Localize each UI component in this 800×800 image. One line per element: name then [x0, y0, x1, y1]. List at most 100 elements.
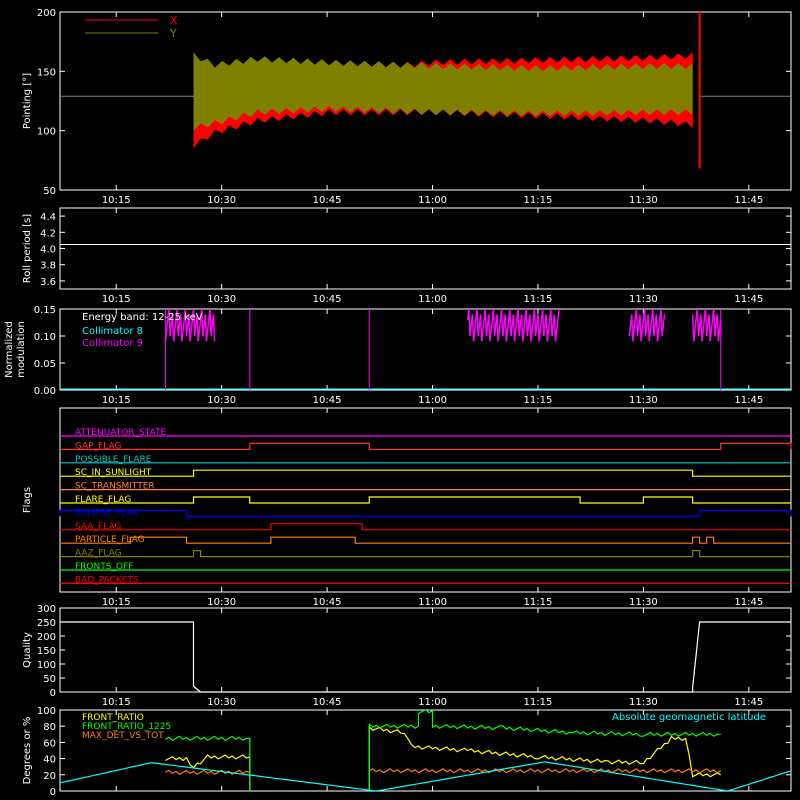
y-tick-label: 60	[43, 738, 56, 749]
collimator-9-burst	[466, 309, 560, 342]
series-line-max-det-vs-tot	[165, 769, 250, 776]
legend-label-collimator: Collimator 8	[82, 326, 143, 337]
series-line-front-ratio	[165, 754, 251, 791]
time-tick-label: 10:30	[207, 395, 236, 406]
collimator-9-burst	[164, 309, 216, 342]
series-line-max-det-vs-tot	[369, 768, 721, 774]
time-tick-label: 10:15	[102, 697, 131, 708]
y-tick-label: 100	[37, 127, 56, 138]
time-tick-label: 10:15	[102, 395, 131, 406]
y-tick-label: 100	[37, 660, 56, 671]
time-tick-label: 11:15	[524, 697, 553, 708]
y-tick-label: 150	[37, 646, 56, 657]
y-tick-label: 100	[37, 706, 56, 717]
panel-frame	[59, 607, 792, 693]
time-tick-label: 10:30	[207, 294, 236, 305]
legend-label-max-det-vs-tot: MAX_DET_VS_TOT	[82, 731, 164, 741]
panel-frame	[59, 207, 792, 290]
y-tick-label: 80	[43, 722, 56, 733]
time-tick-label: 11:15	[524, 395, 553, 406]
time-tick-label: 11:00	[418, 597, 447, 608]
flag-label-fronts-off: FRONTS_OFF	[75, 562, 133, 572]
flag-label-sc-transmitter: SC_TRANSMITTER	[75, 482, 155, 492]
y-axis-label: Pointing [°]	[22, 73, 33, 129]
time-tick-label: 10:30	[207, 195, 236, 206]
flag-trace-eclipse-flag	[59, 509, 792, 518]
panel-frame	[59, 407, 792, 593]
flag-trace-aaz-flag	[60, 549, 791, 558]
panel-frame	[59, 11, 792, 191]
time-tick-label: 11:00	[418, 195, 447, 206]
flag-trace-saa-flag	[60, 523, 791, 531]
y-tick-label: 250	[37, 618, 56, 629]
y-axis-label: Roll period [s]	[22, 214, 33, 283]
time-tick-label: 10:45	[313, 395, 342, 406]
flag-trace-particle-flag	[60, 536, 791, 544]
legend-label-front-ratio: FRONT_RATIO	[82, 713, 144, 723]
panel-6: 0 20 40 60 80 100 Degrees or % FRONT_RATIOFRONT…	[22, 706, 792, 798]
legend-label-geomagnetic-latitude: Absolute geomagnetic latitude	[612, 712, 766, 723]
y-tick-label: 0	[50, 688, 56, 699]
panel-4: 10:15 10:30 10:45 11:00 11:15 11:30 11:45 Flags…	[22, 407, 792, 608]
flag-label-possible-flare: POSSIBLE_FLARE	[75, 455, 152, 465]
time-tick-label: 10:45	[313, 697, 342, 708]
time-tick-label: 11:45	[734, 395, 763, 406]
panel-5: 10:15 10:30 10:45 11:00 11:15 11:30 11:45 0 50 10…	[22, 604, 792, 708]
flag-label-aaz-flag: AAZ_FLAG	[75, 549, 122, 559]
series-line-front-ratio	[368, 725, 721, 791]
y-tick-label: 50	[43, 674, 56, 685]
time-tick-label: 11:00	[418, 395, 447, 406]
time-tick-label: 11:30	[629, 597, 658, 608]
y-tick-label: 3.8	[40, 261, 56, 272]
pointing-band-y	[193, 52, 693, 131]
y-axis-label: modulation	[16, 321, 27, 378]
y-tick-label: 4.0	[40, 245, 56, 256]
y-tick-label: 0	[50, 787, 56, 798]
legend-label-collimator: Collimator 9	[82, 338, 143, 349]
y-tick-label: 20	[43, 771, 56, 782]
y-tick-label: 4.4	[40, 212, 56, 223]
time-tick-label: 10:15	[102, 195, 131, 206]
legend-label-y: Y	[169, 27, 177, 40]
time-tick-label: 11:30	[629, 395, 658, 406]
time-tick-label: 10:15	[102, 294, 131, 305]
y-tick-label: 200	[37, 8, 56, 19]
y-tick-label: 300	[37, 604, 56, 615]
time-tick-label: 11:30	[629, 697, 658, 708]
flag-label-attenuator-state: ATTENUATOR_STATE	[75, 428, 167, 438]
time-tick-label: 11:15	[524, 294, 553, 305]
flag-label-particle-flag: PARTICLE_FLAG	[75, 535, 145, 545]
flag-label-flare-flag: FLARE_FLAG	[75, 495, 131, 505]
time-tick-label: 11:30	[629, 195, 658, 206]
time-tick-label: 10:45	[313, 195, 342, 206]
time-tick-label: 11:45	[734, 597, 763, 608]
panel-1: 10:15 10:30 10:45 11:00 11:15 11:30 11:45 50 100…	[22, 8, 792, 206]
flag-label-sc-in-sunlight: SC_IN_SUNLIGHT	[75, 468, 152, 478]
time-tick-label: 11:15	[524, 597, 553, 608]
time-tick-label: 11:45	[734, 294, 763, 305]
y-tick-label: 200	[37, 632, 56, 643]
panel-frame	[59, 308, 792, 391]
quality-line	[60, 621, 791, 693]
flag-trace-gap-flag	[60, 442, 792, 450]
series-line-absolute-geomagnetic-latitude	[60, 761, 791, 791]
time-tick-label: 10:30	[207, 597, 236, 608]
y-tick-label: 0.00	[34, 386, 56, 397]
panel-2: 10:15 10:30 10:45 11:00 11:15 11:30 11:45 3.6 3.…	[22, 207, 792, 305]
time-tick-label: 11:00	[418, 697, 447, 708]
y-tick-label: 50	[43, 186, 56, 197]
y-axis-label: Normalized	[4, 321, 15, 378]
time-tick-label: 10:30	[207, 697, 236, 708]
y-tick-label: 0.15	[34, 305, 56, 316]
y-tick-label: 40	[43, 755, 56, 766]
collimator-9-burst	[691, 309, 722, 342]
time-tick-label: 10:15	[102, 597, 131, 608]
y-axis-label: Degrees or %	[22, 717, 33, 785]
flag-trace-sc-in-sunlight	[60, 469, 791, 477]
legend-label-x: X	[170, 14, 178, 27]
energy-band-label: Energy band: 12-25 keV	[82, 312, 203, 323]
y-tick-label: 3.6	[40, 277, 56, 288]
time-tick-label: 11:45	[734, 195, 763, 206]
series-line-front-ratio-1225	[165, 735, 251, 791]
